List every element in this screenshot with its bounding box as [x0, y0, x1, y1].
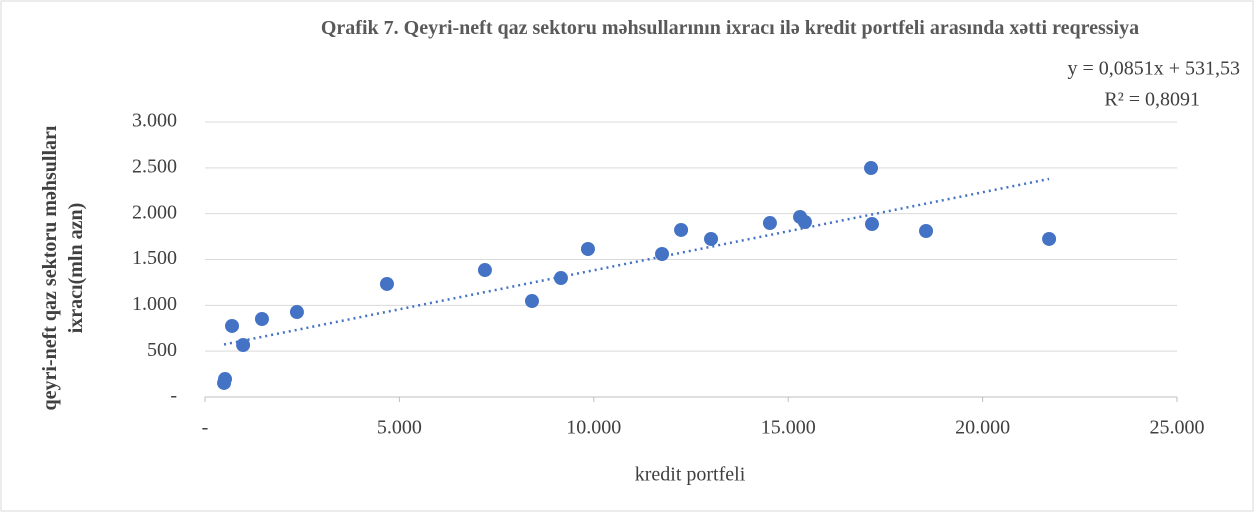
point: [254, 311, 269, 326]
point: [655, 247, 670, 261]
point: [379, 276, 394, 291]
point: [580, 241, 595, 256]
y-tick-label: 2.000: [132, 201, 177, 223]
y-tick-label: 1.500: [132, 247, 177, 269]
point: [864, 217, 879, 232]
y-tick-label: 2.500: [132, 155, 177, 177]
point: [553, 271, 568, 286]
y-tick-label: 1.000: [132, 293, 177, 315]
y-axis-label: qeyri-neft qaz sektoru məhsulları ixracı…: [39, 125, 87, 411]
trend-equation: y = 0,0851x + 531,53: [1067, 58, 1240, 80]
point: [1042, 231, 1057, 246]
trendline: [223, 177, 1050, 346]
point: [225, 318, 240, 333]
point: [477, 263, 492, 278]
point: [674, 222, 689, 237]
point: [289, 305, 304, 320]
x-tick-label: 10.000: [566, 417, 621, 439]
point: [524, 294, 539, 309]
point: [236, 338, 251, 353]
point: [704, 231, 719, 246]
y-tick-label: 3.000: [132, 110, 177, 132]
y-tick-label: 500: [147, 339, 177, 361]
x-axis-label: kredit portfeli: [635, 464, 746, 486]
trend-r2: R² = 0,8091: [1104, 89, 1200, 111]
point: [797, 215, 812, 230]
chart-title: Qrafik 7. Qeyri-neft qaz sektoru məhsull…: [320, 17, 1140, 39]
point: [864, 161, 879, 176]
y-tick-label: -: [170, 385, 177, 407]
x-tick-label: 25.000: [1150, 417, 1205, 439]
x-tick-label: 15.000: [761, 417, 816, 439]
x-tick-label: 20.000: [955, 417, 1010, 439]
point: [919, 223, 934, 238]
x-tick-label: 5.000: [377, 417, 422, 439]
point: [762, 216, 777, 231]
x-tick-label: -: [202, 417, 209, 439]
point: [218, 372, 233, 387]
